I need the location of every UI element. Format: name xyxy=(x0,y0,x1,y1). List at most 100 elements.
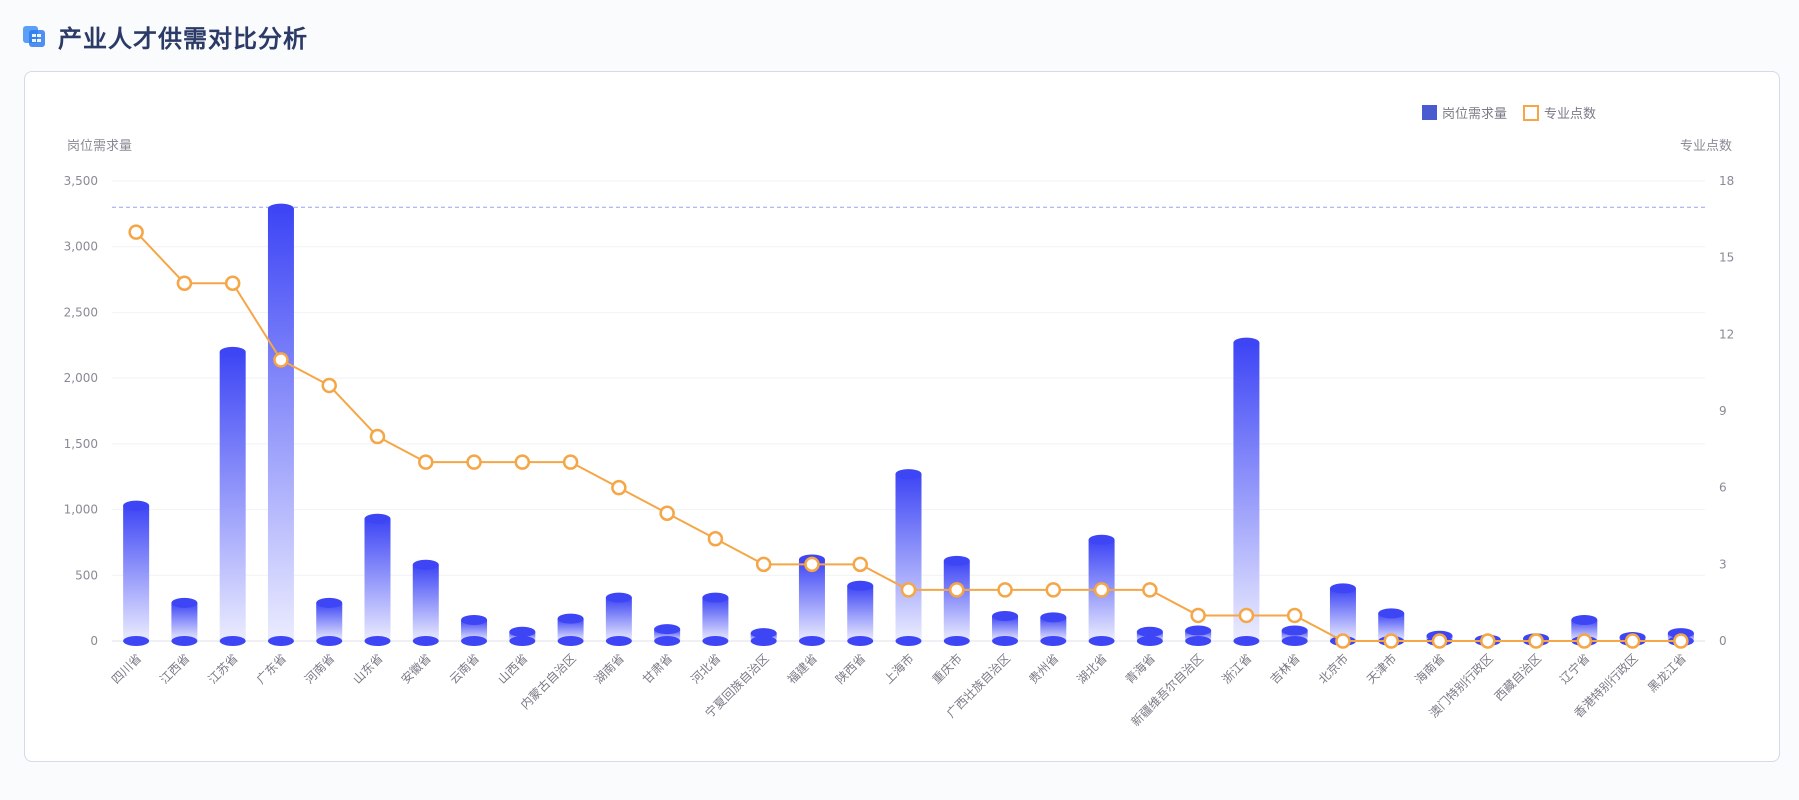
y-right-tick-label: 0 xyxy=(1719,634,1727,648)
y-right-tick-label: 15 xyxy=(1719,251,1734,265)
line-point xyxy=(1431,633,1448,649)
bar-body xyxy=(219,351,246,641)
y-left-axis-title: 岗位需求量 xyxy=(67,139,132,154)
bar-bottom-cap xyxy=(316,636,343,646)
legend-swatch-line xyxy=(1523,105,1539,121)
bar-top-cap xyxy=(1329,583,1356,594)
bar-top-cap xyxy=(895,469,922,480)
bar xyxy=(847,580,874,646)
bar-bottom-cap xyxy=(364,636,391,646)
page-title: 产业人才供需对比分析 xyxy=(58,24,308,53)
bar-bottom-cap xyxy=(895,636,922,646)
bar-body xyxy=(1233,342,1260,641)
x-category-label: 海南省 xyxy=(1412,651,1448,687)
line-point xyxy=(1190,607,1206,624)
bar-bottom-cap xyxy=(605,636,632,646)
line-point xyxy=(273,352,289,368)
bar-body xyxy=(1571,619,1598,641)
bar-body xyxy=(702,597,729,641)
bar-body xyxy=(895,474,922,641)
combo-chart: 0 500 1,000 1,500 2,000 2,500 3,000 3,500 0 3 6 9 12… xyxy=(64,105,1734,729)
x-category-label: 重庆市 xyxy=(929,651,965,687)
x-category-label: 贵州省 xyxy=(1026,651,1061,686)
x-category-label: 江西省 xyxy=(157,651,192,686)
y-left-tick-label: 2,500 xyxy=(64,305,98,319)
bar xyxy=(364,513,391,646)
bar xyxy=(461,614,488,646)
bar-top-cap xyxy=(1233,337,1260,348)
line-point xyxy=(997,582,1013,598)
x-category-label: 甘肃省 xyxy=(640,651,675,686)
line-point xyxy=(224,275,241,291)
bar-body xyxy=(364,518,391,641)
bar-bottom-cap xyxy=(267,636,294,646)
legend[interactable]: 岗位需求量 专业点数 xyxy=(1422,105,1596,122)
line-point xyxy=(1093,582,1110,598)
y-right-axis-title: 专业点数 xyxy=(1680,139,1732,154)
line-point xyxy=(949,582,965,598)
bar-body xyxy=(1281,630,1308,641)
x-category-label: 北京市 xyxy=(1315,651,1351,687)
bar xyxy=(992,611,1019,646)
bar-top-cap xyxy=(171,597,198,608)
line-point xyxy=(1576,633,1593,649)
bar-top-cap xyxy=(750,628,777,639)
line-point xyxy=(466,454,482,470)
bar-bottom-cap xyxy=(943,636,970,646)
bar-top-cap xyxy=(509,626,536,637)
line-point xyxy=(659,505,675,521)
x-category-label: 浙江省 xyxy=(1219,651,1254,686)
bar xyxy=(605,592,632,646)
x-category-label: 云南省 xyxy=(446,651,482,687)
bar-body xyxy=(412,564,439,641)
y-left-tick-label: 2,000 xyxy=(64,371,98,385)
page-header: 产业人才供需对比分析 xyxy=(22,18,308,54)
line-point xyxy=(707,531,724,547)
bar-bottom-cap xyxy=(1281,636,1308,646)
bar-top-cap xyxy=(605,592,632,603)
line-point xyxy=(1335,633,1351,649)
bar-top-cap xyxy=(461,614,488,625)
bar-bottom-cap xyxy=(509,636,536,646)
bar-bottom-cap xyxy=(654,636,681,646)
bar-body xyxy=(123,505,150,641)
bar-bottom-cap xyxy=(219,636,246,646)
y-right-tick-label: 9 xyxy=(1719,404,1727,418)
line-point xyxy=(418,454,434,470)
y-left-tick-label: 1,000 xyxy=(64,503,98,517)
bar-bottom-cap xyxy=(798,636,825,646)
line-point xyxy=(852,556,868,573)
line-point xyxy=(321,377,337,394)
bar-top-cap xyxy=(992,611,1019,622)
bar-top-cap xyxy=(364,513,391,524)
bar-body xyxy=(847,585,874,641)
bar-body xyxy=(1329,588,1356,641)
bar-series xyxy=(123,203,1694,646)
bar-body xyxy=(267,208,294,641)
bar xyxy=(509,626,536,646)
bar-top-cap xyxy=(412,559,439,570)
bar-top-cap xyxy=(219,346,246,357)
bar xyxy=(1136,626,1163,646)
y-left-tick-label: 3,500 xyxy=(64,174,98,188)
x-category-label: 山西省 xyxy=(495,651,530,686)
bar-top-cap xyxy=(1136,626,1163,637)
bar-bottom-cap xyxy=(412,636,439,646)
bar-top-cap xyxy=(1040,612,1067,623)
bar-body xyxy=(798,559,825,641)
bar-body xyxy=(557,618,584,641)
bar-bottom-cap xyxy=(1233,636,1260,646)
line-point xyxy=(369,428,386,445)
line-series xyxy=(128,224,1689,649)
bar xyxy=(316,597,343,646)
bar xyxy=(1233,337,1260,646)
bar xyxy=(943,555,970,646)
line-point xyxy=(1045,582,1062,598)
bar xyxy=(654,624,681,646)
x-category-label: 陕西省 xyxy=(832,651,868,687)
bar-top-cap xyxy=(943,555,970,566)
x-category-label: 福建省 xyxy=(784,651,820,687)
y-right-tick-label: 3 xyxy=(1719,557,1727,571)
legend-swatch-bar xyxy=(1422,105,1437,120)
bar-top-cap xyxy=(1571,614,1598,625)
